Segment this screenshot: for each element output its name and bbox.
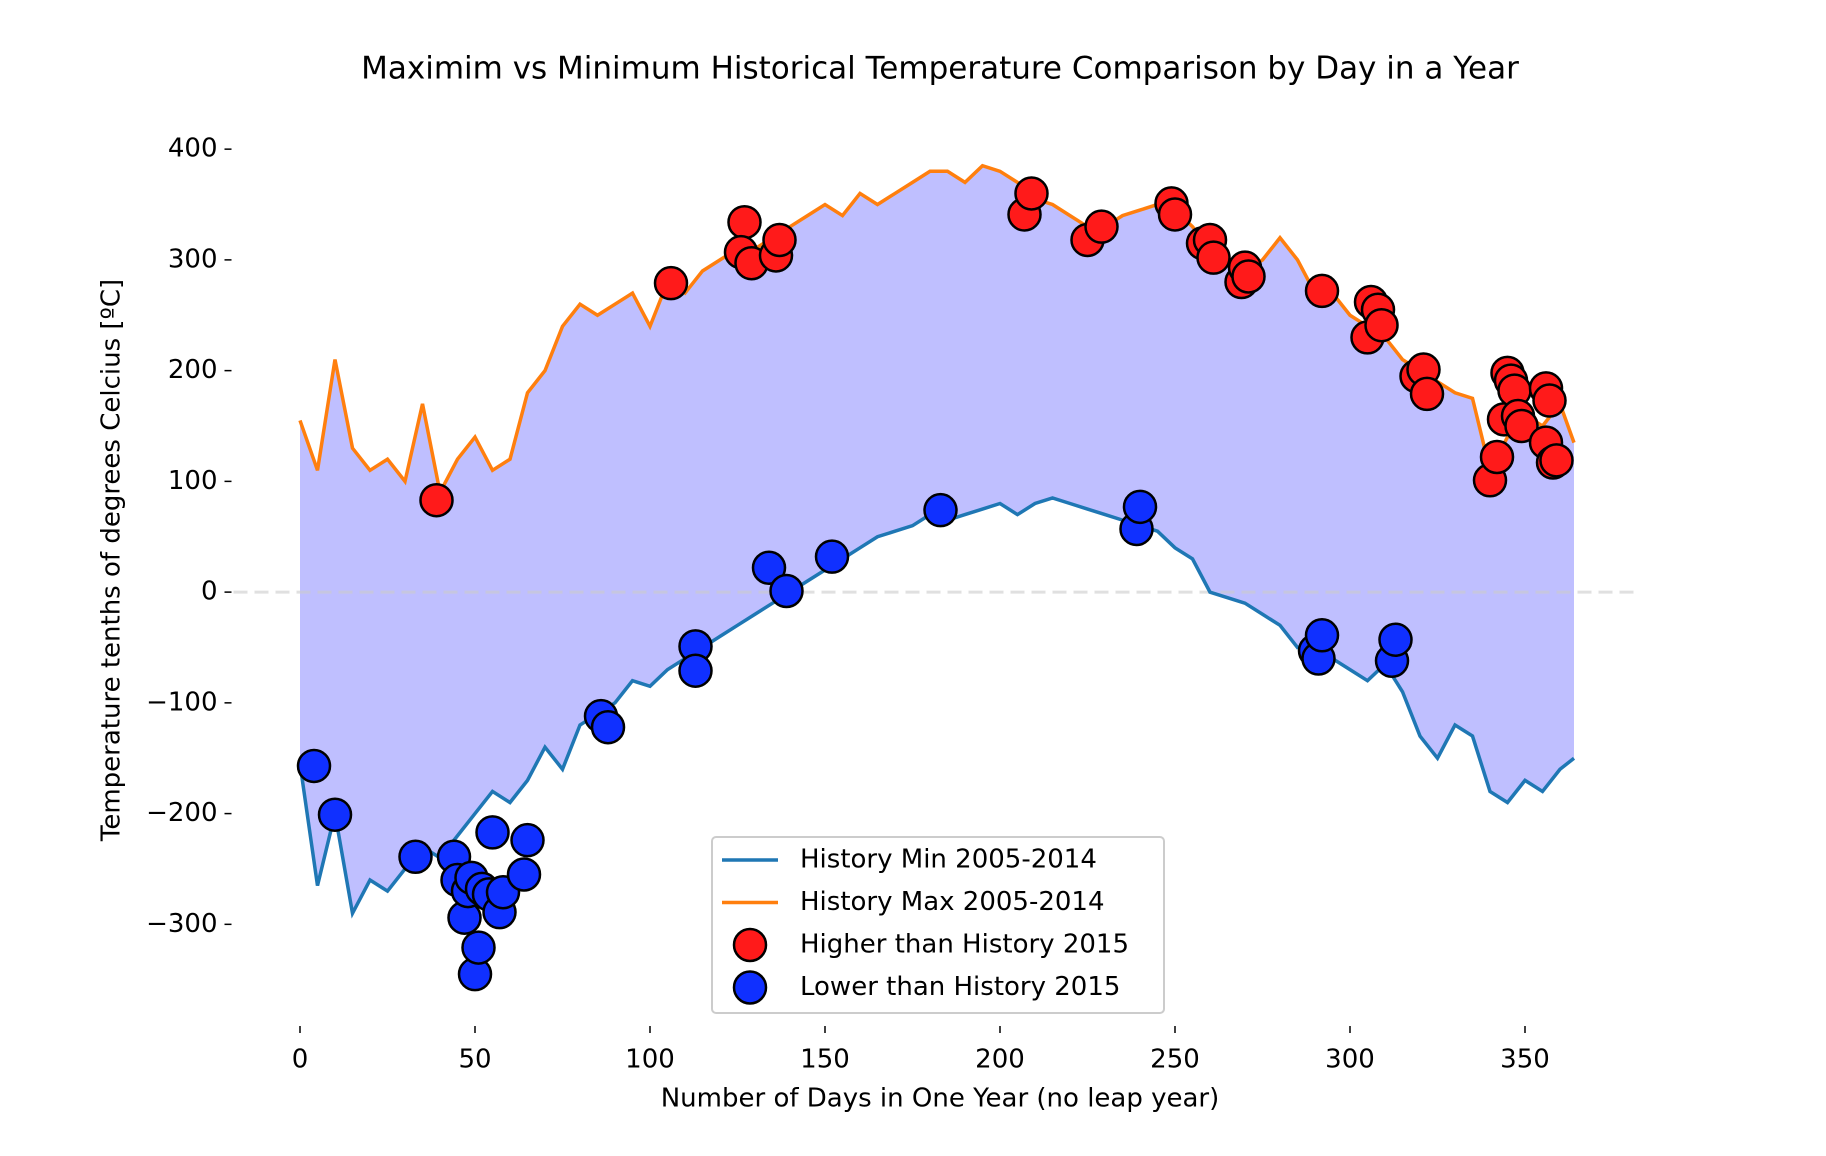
x-axis-label: Number of Days in One Year (no leap year… <box>661 1084 1220 1114</box>
scatter-point <box>1304 273 1340 309</box>
scatter-point <box>317 797 353 832</box>
scatter-point <box>1532 383 1567 418</box>
scatter-point <box>1196 240 1231 275</box>
scatter-point <box>751 550 787 585</box>
legend-label: Higher than History 2015 <box>800 930 1129 960</box>
x-tick-label: 350 <box>1500 1045 1550 1075</box>
scatter-point <box>590 709 626 745</box>
y-tick-label: −300 <box>146 909 217 939</box>
scatter-point <box>727 204 762 240</box>
scatter-point <box>1409 376 1445 412</box>
y-tick-label: 0 <box>201 577 218 607</box>
x-tick-label: 250 <box>1150 1045 1200 1075</box>
y-axis-label: Temperature tenths of degrees Celcius [º… <box>97 279 127 842</box>
x-tick-label: 50 <box>458 1045 491 1075</box>
scatter-point <box>1479 439 1515 475</box>
legend-label: Lower than History 2015 <box>800 972 1120 1002</box>
scatter-point <box>1364 307 1399 343</box>
scatter-point <box>769 573 804 609</box>
y-tick-label: −100 <box>146 687 217 717</box>
y-tick-label: −200 <box>146 798 217 828</box>
x-tick-label: 0 <box>292 1045 309 1075</box>
scatter-point <box>1122 489 1158 525</box>
legend-label: History Max 2005-2014 <box>800 887 1105 917</box>
scatter-point <box>475 815 510 850</box>
legend-swatch <box>732 927 768 963</box>
legend-swatch <box>732 970 768 1005</box>
scatter-point <box>1231 259 1266 294</box>
scatter-point <box>653 265 689 301</box>
scatter-point <box>506 857 542 892</box>
x-tick-label: 200 <box>975 1045 1025 1075</box>
scatter-point <box>461 930 496 965</box>
scatter-point <box>1378 622 1413 657</box>
scatter-point <box>762 222 797 258</box>
scatter-point <box>1304 618 1340 653</box>
scatter-point <box>678 653 713 688</box>
y-tick-label: 100 <box>168 466 218 496</box>
scatter-point <box>1084 209 1119 244</box>
legend-box <box>711 836 1165 1014</box>
scatter-point <box>510 822 545 858</box>
x-tick-label: 100 <box>625 1045 675 1075</box>
y-tick-label: 300 <box>168 244 218 274</box>
chart-title: Maximim vs Minimum Historical Temperatur… <box>361 51 1519 87</box>
scatter-point <box>296 748 332 784</box>
scatter-point <box>1014 176 1049 211</box>
y-tick-label: 200 <box>168 355 218 385</box>
x-tick-label: 150 <box>800 1045 850 1075</box>
x-tick-label: 300 <box>1325 1045 1375 1075</box>
fill-between <box>300 165 1574 914</box>
scatter-point <box>1504 408 1539 444</box>
legend-label: History Min 2005-2014 <box>800 845 1097 875</box>
scatter-point <box>419 482 454 518</box>
scatter-point <box>1539 443 1574 478</box>
y-tick-label: 400 <box>168 134 218 164</box>
scatter-point <box>923 492 958 528</box>
scatter-point <box>1157 197 1193 232</box>
scatter-point <box>814 539 850 574</box>
scatter-point <box>398 839 433 875</box>
